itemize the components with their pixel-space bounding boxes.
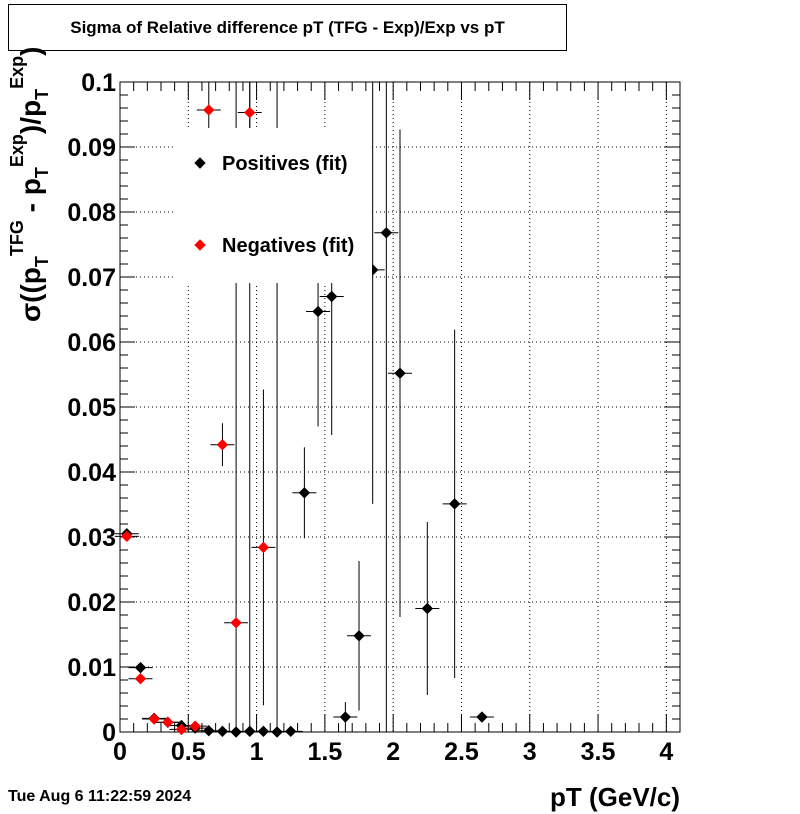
point-negative bbox=[244, 106, 256, 119]
legend-marker bbox=[194, 157, 206, 169]
x-tick-label: 4 bbox=[659, 738, 673, 766]
point-positive bbox=[448, 498, 461, 510]
point-positive bbox=[380, 227, 393, 239]
point-negative bbox=[121, 530, 133, 543]
point-negative bbox=[189, 720, 201, 732]
point-positive bbox=[476, 711, 488, 723]
point-positive bbox=[216, 725, 229, 738]
x-tick-label: 1 bbox=[250, 738, 264, 766]
y-tick-label: 0.08 bbox=[67, 199, 116, 227]
point-positive bbox=[203, 724, 215, 737]
y-tick-label: 0.05 bbox=[67, 394, 116, 422]
x-tick-label: 0.5 bbox=[171, 738, 206, 766]
point-positive bbox=[230, 726, 242, 738]
legend-marker bbox=[194, 239, 206, 251]
x-tick-label: 0 bbox=[113, 738, 127, 766]
point-positive bbox=[353, 630, 365, 642]
point-negative bbox=[230, 617, 242, 629]
point-negative bbox=[257, 541, 270, 554]
point-positive bbox=[285, 725, 297, 738]
y-tick-label: 0 bbox=[102, 719, 116, 747]
x-axis-title: pT (GeV/c) bbox=[550, 782, 680, 812]
x-tick-label: 1.5 bbox=[307, 738, 342, 766]
point-positive bbox=[244, 725, 256, 738]
point-negative bbox=[175, 723, 188, 736]
point-positive bbox=[298, 487, 311, 499]
point-positive bbox=[134, 661, 147, 674]
data-points bbox=[121, 104, 488, 738]
point-positive bbox=[394, 367, 406, 379]
point-negative bbox=[203, 104, 215, 116]
point-negative bbox=[134, 672, 147, 685]
x-tick-label: 3.5 bbox=[581, 738, 616, 766]
point-positive bbox=[326, 290, 338, 303]
axis-titles: pT (GeV/c) σ((pTTFG - pTExp)/pTExp) bbox=[7, 47, 680, 812]
y-tick-label: 0.07 bbox=[67, 264, 116, 292]
y-tick-label: 0.06 bbox=[67, 329, 116, 357]
point-negative bbox=[148, 713, 160, 725]
x-tick-label: 2.5 bbox=[444, 738, 479, 766]
chart-title-box: Sigma of Relative difference pT (TFG - E… bbox=[8, 4, 567, 51]
timestamp: Tue Aug 6 11:22:59 2024 bbox=[8, 788, 192, 805]
point-positive bbox=[339, 711, 352, 723]
legend-box bbox=[176, 128, 372, 283]
legend: Positives (fit) Negatives (fit) bbox=[176, 128, 372, 283]
point-positive bbox=[257, 725, 270, 738]
x-tick-label: 3 bbox=[523, 738, 537, 766]
tick-labels: 0 0.5 1 1.5 2 2.5 3 3.5 4 0 0.01 0.02 0.03 0.04 0.05 0.… bbox=[67, 69, 673, 766]
y-tick-label: 0.09 bbox=[67, 134, 116, 162]
y-axis-title: σ((pTTFG - pTExp)/pTExp) bbox=[7, 47, 52, 322]
point-positive bbox=[312, 305, 324, 318]
y-tick-label: 0.04 bbox=[67, 459, 116, 487]
legend-label: Positives (fit) bbox=[222, 153, 348, 175]
y-tick-label: 0.02 bbox=[67, 589, 116, 617]
chart-title: Sigma of Relative difference pT (TFG - E… bbox=[70, 17, 505, 37]
point-positive bbox=[271, 726, 283, 738]
y-tick-label: 0.01 bbox=[67, 654, 116, 682]
y-tick-label: 0.03 bbox=[67, 524, 116, 552]
legend-label: Negatives (fit) bbox=[222, 235, 354, 257]
point-positive bbox=[421, 602, 434, 615]
y-tick-label: 0.1 bbox=[81, 69, 116, 97]
x-tick-label: 2 bbox=[386, 738, 400, 766]
point-negative bbox=[216, 438, 229, 451]
point-negative bbox=[162, 716, 174, 728]
